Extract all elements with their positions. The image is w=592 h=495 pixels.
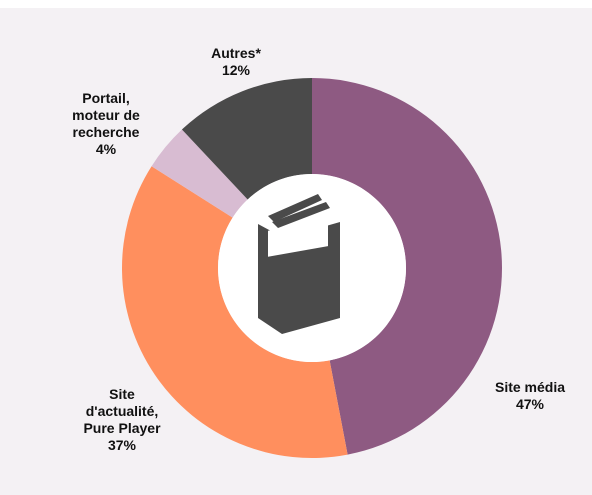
- donut-slice: [151, 129, 248, 218]
- slice-label: Autres* 12%: [191, 45, 281, 79]
- value-label: 12%: [221, 62, 251, 78]
- value-label: 4%: [95, 141, 117, 157]
- donut-slice: [181, 78, 312, 200]
- category-label: Autres*: [211, 45, 261, 61]
- donut-slice: [312, 78, 503, 455]
- category-label: Site média: [494, 379, 566, 395]
- value-label: 37%: [107, 437, 137, 453]
- category-label: Site d'actualité, Pure Player: [83, 386, 161, 436]
- donut-slice: [121, 166, 348, 459]
- value-label: 47%: [515, 396, 545, 412]
- category-label: Portail, moteur de recherche: [72, 90, 140, 140]
- slice-label: Site d'actualité, Pure Player 37%: [77, 386, 167, 454]
- slice-label: Portail, moteur de recherche 4%: [66, 90, 146, 158]
- book-icon: [258, 194, 340, 334]
- slice-label: Site média 47%: [470, 379, 590, 413]
